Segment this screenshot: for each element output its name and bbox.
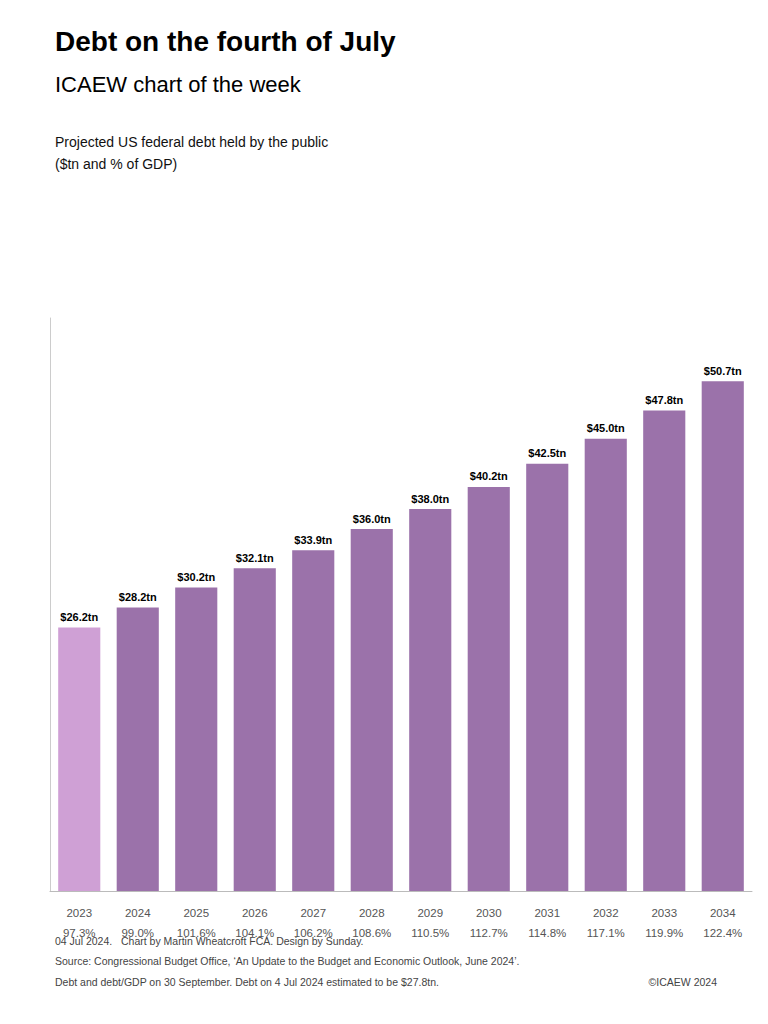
svg-text:Source: Congressional Budget O: Source: Congressional Budget Office, ‘An… xyxy=(55,955,519,967)
svg-text:$50.7tn: $50.7tn xyxy=(704,365,742,377)
svg-text:Debt and debt/GDP on 30 Septem: Debt and debt/GDP on 30 September. Debt … xyxy=(55,976,439,988)
svg-text:114.8%: 114.8% xyxy=(528,927,566,939)
svg-text:$33.9tn: $33.9tn xyxy=(294,534,332,546)
svg-text:$36.0tn: $36.0tn xyxy=(353,513,391,525)
svg-text:2024: 2024 xyxy=(125,907,151,919)
svg-text:2027: 2027 xyxy=(300,907,326,919)
svg-text:104.1%: 104.1% xyxy=(235,927,275,939)
svg-text:2028: 2028 xyxy=(359,907,385,919)
svg-text:2031: 2031 xyxy=(534,907,560,919)
svg-text:108.6%: 108.6% xyxy=(352,927,392,939)
svg-text:2026: 2026 xyxy=(242,907,268,919)
svg-text:101.6%: 101.6% xyxy=(176,927,216,939)
svg-text:$47.8tn: $47.8tn xyxy=(645,394,683,406)
svg-text:99.0%: 99.0% xyxy=(121,927,155,939)
svg-text:112.7%: 112.7% xyxy=(470,927,508,939)
svg-text:$45.0tn: $45.0tn xyxy=(587,422,625,434)
svg-text:$42.5tn: $42.5tn xyxy=(528,447,566,459)
svg-text:©ICAEW 2024: ©ICAEW 2024 xyxy=(649,976,718,988)
svg-text:122.4%: 122.4% xyxy=(703,927,742,939)
svg-text:2034: 2034 xyxy=(710,907,736,919)
svg-text:2033: 2033 xyxy=(651,907,677,919)
svg-text:2030: 2030 xyxy=(476,907,502,919)
svg-text:97.3%: 97.3% xyxy=(62,927,96,939)
svg-text:2032: 2032 xyxy=(593,907,619,919)
svg-text:$32.1tn: $32.1tn xyxy=(236,552,274,564)
svg-text:$40.2tn: $40.2tn xyxy=(470,470,508,482)
svg-text:2025: 2025 xyxy=(183,907,209,919)
svg-text:106.2%: 106.2% xyxy=(293,927,333,939)
svg-text:$26.2tn: $26.2tn xyxy=(60,611,98,623)
svg-text:$30.2tn: $30.2tn xyxy=(177,571,215,583)
svg-text:2023: 2023 xyxy=(66,907,92,919)
svg-text:$38.0tn: $38.0tn xyxy=(411,493,449,505)
svg-text:119.9%: 119.9% xyxy=(645,927,683,939)
svg-text:Projected US federal debt held: Projected US federal debt held by the pu… xyxy=(55,134,328,150)
svg-text:ICAEW chart of the week: ICAEW chart of the week xyxy=(55,72,302,97)
svg-text:2029: 2029 xyxy=(417,907,443,919)
svg-text:$28.2tn: $28.2tn xyxy=(119,591,157,603)
svg-text:110.5%: 110.5% xyxy=(411,927,449,939)
svg-text:04 Jul 2024. Chart by Martin: 04 Jul 2024. Chart by Martin Wheatcroft … xyxy=(55,935,364,947)
svg-text:Debt on the fourth of July: Debt on the fourth of July xyxy=(55,26,396,57)
svg-text:117.1%: 117.1% xyxy=(587,927,625,939)
svg-text:($tn and % of GDP): ($tn and % of GDP) xyxy=(55,156,177,172)
